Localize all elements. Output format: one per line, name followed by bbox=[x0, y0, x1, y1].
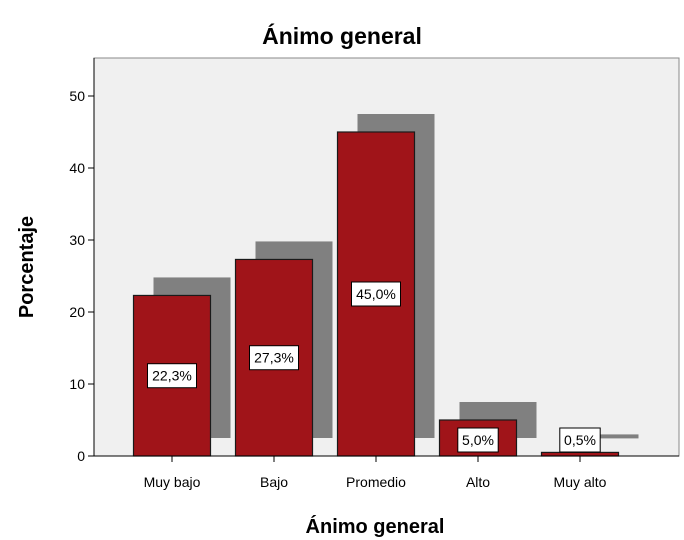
x-tick-label: Muy bajo bbox=[144, 474, 201, 490]
y-tick-label: 30 bbox=[69, 232, 85, 248]
x-tick-label: Bajo bbox=[260, 474, 288, 490]
data-label: 0,5% bbox=[564, 432, 596, 448]
x-tick-label: Muy alto bbox=[554, 474, 607, 490]
data-labels: 22,3% 27,3% 45,0% 5,0% 0,5% bbox=[147, 281, 601, 453]
chart-title: Ánimo general bbox=[262, 22, 422, 49]
y-axis: 0 10 20 30 40 50 bbox=[69, 58, 95, 464]
y-tick-label: 20 bbox=[69, 304, 85, 320]
data-label-box bbox=[559, 427, 601, 453]
data-label-box bbox=[351, 281, 401, 307]
data-label-box bbox=[147, 363, 197, 389]
data-label-box bbox=[249, 345, 299, 371]
y-tick-label: 50 bbox=[69, 88, 85, 104]
x-tick-label: Promedio bbox=[346, 474, 406, 490]
x-axis-title: Ánimo general bbox=[306, 515, 445, 538]
data-label: 5,0% bbox=[462, 432, 494, 448]
y-axis-title: Porcentaje bbox=[16, 216, 38, 318]
data-label: 27,3% bbox=[254, 350, 294, 366]
y-tick-label: 0 bbox=[77, 448, 85, 464]
data-label: 22,3% bbox=[152, 368, 192, 384]
x-axis: Muy bajo Bajo Promedio Alto Muy alto bbox=[94, 455, 679, 490]
data-label-box bbox=[457, 427, 499, 453]
x-tick-label: Alto bbox=[466, 474, 490, 490]
data-label: 45,0% bbox=[356, 286, 396, 302]
y-tick-label: 40 bbox=[69, 160, 85, 176]
bar-muy-alto bbox=[540, 451, 620, 457]
y-tick-label: 10 bbox=[69, 376, 85, 392]
